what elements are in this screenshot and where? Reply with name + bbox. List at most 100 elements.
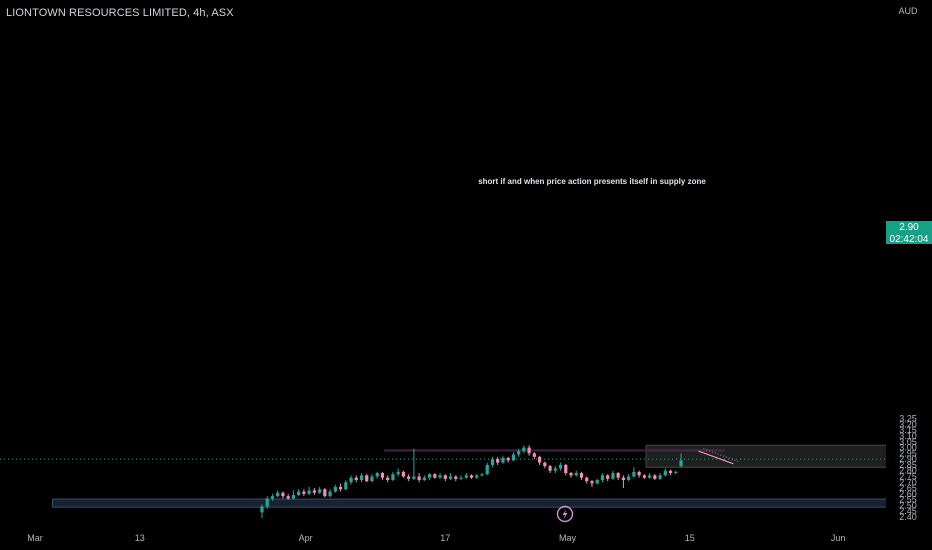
candle-body xyxy=(391,474,395,480)
candle-body xyxy=(297,491,301,496)
candle xyxy=(438,473,442,479)
candle xyxy=(291,490,296,500)
candle xyxy=(407,474,411,482)
candle-body xyxy=(527,447,531,454)
candle-body xyxy=(553,468,557,471)
x-tick-label: May xyxy=(559,533,577,543)
candle-body xyxy=(443,475,447,479)
candle xyxy=(574,470,578,477)
candle-body xyxy=(579,473,584,478)
candle-body xyxy=(653,475,657,479)
y-tick-label: 2.50 xyxy=(899,500,917,510)
candle-body xyxy=(485,464,489,475)
trendline-layer xyxy=(698,448,739,465)
trendline[interactable] xyxy=(698,450,734,465)
lightning-icon[interactable] xyxy=(556,505,574,523)
candle-body xyxy=(344,482,348,490)
demand-zone-rect[interactable] xyxy=(51,498,932,508)
candle xyxy=(663,468,667,477)
candle xyxy=(475,474,479,479)
y-tick-label: 3.00 xyxy=(899,443,917,453)
trendline-projection[interactable] xyxy=(703,448,739,462)
x-tick-label: Jun xyxy=(831,533,846,543)
candle xyxy=(454,475,458,482)
x-tick-label: Mar xyxy=(27,533,43,543)
candle-body xyxy=(632,471,636,477)
candle-body xyxy=(537,456,542,463)
candle xyxy=(501,455,505,464)
candle xyxy=(333,484,337,493)
y-tick-label: 3.05 xyxy=(899,437,917,447)
candle-body xyxy=(590,481,594,484)
y-tick-label: 3.25 xyxy=(899,414,917,424)
candle xyxy=(375,471,379,479)
candle-body xyxy=(548,466,552,471)
candle xyxy=(558,462,563,471)
y-tick-label: 3.10 xyxy=(899,431,917,441)
candle xyxy=(359,473,364,483)
candle xyxy=(537,455,542,465)
candle-body xyxy=(674,471,678,474)
candle-body xyxy=(312,490,316,493)
candle-body xyxy=(464,475,468,478)
y-tick-label: 2.90 xyxy=(899,454,917,464)
candle xyxy=(595,478,599,485)
candle-body xyxy=(270,496,275,499)
candle xyxy=(632,467,636,478)
candle-body xyxy=(616,473,620,478)
candle xyxy=(312,488,316,496)
last-price-tag: 2.90 02:42:04 xyxy=(886,221,932,245)
candle xyxy=(365,474,369,483)
y-tick-label: 3.15 xyxy=(899,425,917,435)
time-axis[interactable]: Mar13Apr17May15Jun19Jul17Aug xyxy=(27,533,932,543)
candle-body xyxy=(532,453,536,457)
candle xyxy=(606,474,610,482)
candle xyxy=(653,474,657,480)
candle-body xyxy=(412,476,416,479)
candle-body xyxy=(370,476,374,482)
candle-body xyxy=(375,473,379,477)
candle xyxy=(506,456,510,463)
candle xyxy=(511,452,516,462)
candle xyxy=(401,470,406,478)
candle-body xyxy=(276,492,280,497)
candle-body xyxy=(490,459,495,465)
candle xyxy=(621,475,626,489)
candle xyxy=(396,468,400,477)
candle xyxy=(380,471,385,480)
candle-body xyxy=(349,477,353,483)
candle xyxy=(464,473,468,479)
candle xyxy=(281,491,285,499)
candle xyxy=(286,493,290,500)
candle-body xyxy=(574,473,578,476)
candle-body xyxy=(396,471,400,475)
candle xyxy=(297,489,301,497)
y-tick-label: 2.85 xyxy=(899,460,917,470)
candle-body xyxy=(642,475,646,478)
price-axis[interactable]: 3.253.203.153.103.053.002.952.902.852.80… xyxy=(886,0,932,550)
candle xyxy=(642,474,646,479)
candle xyxy=(469,474,474,479)
currency-label: AUD xyxy=(898,6,918,16)
candle-body xyxy=(438,475,442,478)
candle xyxy=(323,488,327,498)
candle-body xyxy=(600,475,605,480)
candle-body xyxy=(558,464,563,469)
candle xyxy=(276,490,280,498)
candle xyxy=(517,448,521,457)
candle-body xyxy=(338,486,343,490)
candle-body xyxy=(454,476,458,479)
candle-body xyxy=(475,475,479,478)
candle xyxy=(349,475,353,485)
candle-body xyxy=(459,477,463,479)
candle-body xyxy=(401,471,406,477)
candle xyxy=(317,486,322,494)
candle-body xyxy=(621,477,626,480)
candle-body xyxy=(663,470,667,476)
candle xyxy=(564,463,568,476)
candle-body xyxy=(307,490,311,494)
candle xyxy=(422,475,426,482)
candle-body xyxy=(281,492,285,497)
candle-body xyxy=(595,479,599,484)
resistance-band-rect[interactable] xyxy=(384,449,725,452)
